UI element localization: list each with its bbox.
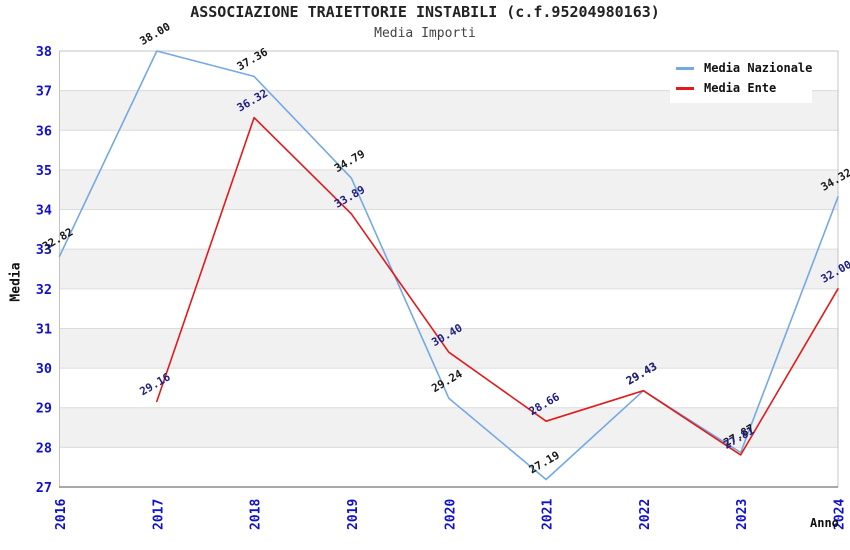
x-tick-label: 2017 — [151, 499, 166, 530]
x-tick-label: 2021 — [541, 499, 556, 530]
grid-band — [59, 407, 838, 448]
y-tick-label: 37 — [36, 84, 52, 100]
y-tick-label: 38 — [36, 44, 52, 60]
y-tick-label: 31 — [36, 321, 52, 337]
x-axis-title: Anno — [810, 516, 839, 530]
grid-band — [59, 169, 838, 210]
chart-subtitle: Media Importi — [374, 26, 476, 41]
x-tick-label: 2018 — [249, 499, 264, 530]
x-tick-label: 2024 — [833, 499, 848, 530]
y-tick-label: 33 — [36, 242, 52, 258]
grid-band — [59, 447, 838, 487]
legend-item-media-nazionale: Media Nazionale — [676, 58, 812, 78]
y-tick-label: 27 — [36, 480, 52, 496]
legend: Media Nazionale Media Ente — [670, 53, 812, 103]
x-tick-label: 2023 — [735, 499, 750, 530]
grid-band — [59, 288, 838, 329]
x-tick-label: 2016 — [54, 499, 69, 530]
media-ente-line-swatch-icon — [676, 86, 694, 90]
y-tick-label: 29 — [36, 401, 52, 417]
grid-band — [59, 209, 838, 250]
legend-item-media-ente: Media Ente — [676, 78, 806, 98]
grid-band — [59, 249, 838, 289]
y-tick-label: 30 — [36, 361, 52, 377]
legend-label-media-nazionale: Media Nazionale — [704, 61, 813, 75]
y-tick-label: 32 — [36, 282, 52, 298]
y-tick-label: 35 — [36, 163, 52, 179]
x-tick-label: 2020 — [443, 499, 458, 530]
grid-band — [59, 368, 838, 408]
y-tick-label: 36 — [36, 123, 52, 139]
media-nazionale-line-swatch-icon — [676, 66, 694, 70]
series-line-media-ente — [156, 116, 839, 456]
grid-band — [59, 130, 838, 170]
grid-band — [59, 328, 838, 369]
chart-title: ASSOCIAZIONE TRAIETTORIE INSTABILI (c.f.… — [190, 3, 660, 21]
y-tick-label: 28 — [36, 440, 52, 456]
y-tick-label: 34 — [36, 203, 52, 219]
x-tick-label: 2022 — [638, 499, 653, 530]
legend-label-media-ente: Media Ente — [704, 81, 777, 95]
x-tick-label: 2019 — [346, 499, 361, 530]
series-line-media-nazionale — [58, 50, 839, 481]
y-axis-title: Media — [8, 262, 24, 302]
